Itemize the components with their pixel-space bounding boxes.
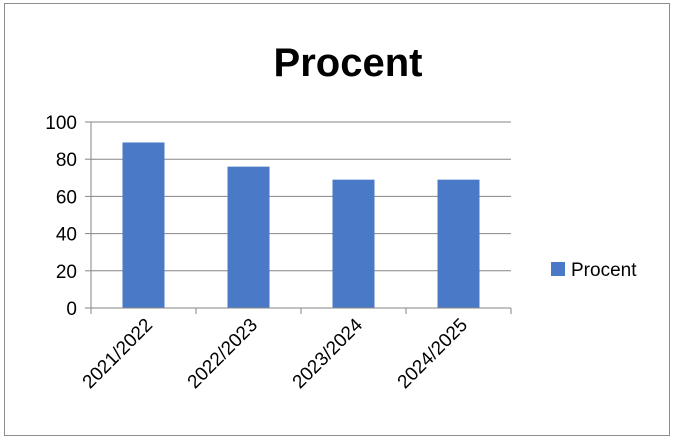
- x-tick-label: 2024/2025: [394, 315, 472, 393]
- axes: [85, 121, 512, 314]
- y-tick-label: 80: [56, 150, 77, 171]
- y-tick-label: 60: [56, 187, 77, 208]
- bar: [227, 166, 270, 308]
- x-tick-labels: 2021/2022 2022/2023 2023/2024 2024/2025: [79, 314, 472, 393]
- bar: [332, 179, 375, 308]
- bar: [122, 142, 165, 308]
- y-tick-labels: 0 20 40 60 80 100: [45, 113, 77, 320]
- y-tick-label: 40: [56, 225, 77, 246]
- x-tick-label: 2021/2022: [79, 315, 157, 393]
- y-tick-label: 0: [66, 299, 77, 320]
- y-tick-label: 20: [56, 262, 77, 283]
- x-tick-label: 2022/2023: [184, 315, 262, 393]
- legend: Procent: [551, 260, 637, 281]
- bar: [437, 179, 480, 308]
- chart-title: Procent: [274, 41, 423, 85]
- bars: [122, 142, 480, 308]
- legend-label: Procent: [571, 260, 637, 281]
- x-tick-label: 2023/2024: [289, 314, 368, 393]
- legend-swatch: [551, 262, 565, 276]
- y-tick-label: 100: [45, 113, 77, 134]
